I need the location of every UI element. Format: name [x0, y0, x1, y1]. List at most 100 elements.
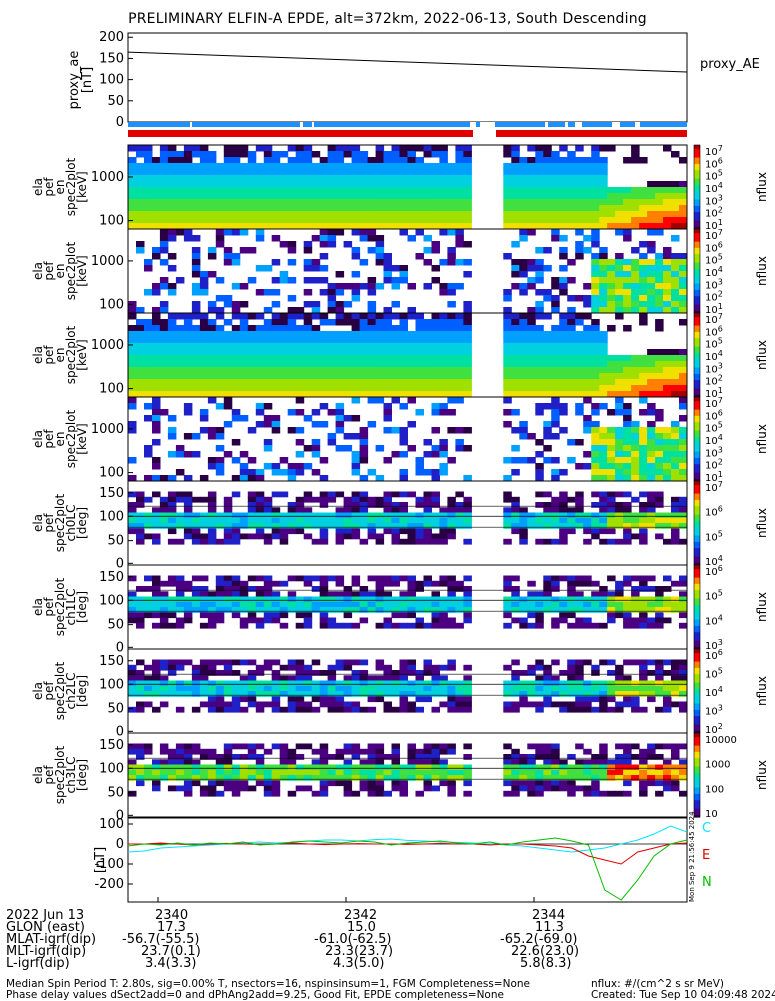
spectrogram-cell [607, 790, 616, 797]
spectrogram-cell [231, 205, 241, 212]
spectrogram-cell [215, 433, 225, 440]
spectrogram-cell [463, 596, 472, 603]
spectrogram-cell [447, 680, 456, 687]
spectrogram-cell [287, 343, 297, 350]
spectrogram-cell [431, 785, 440, 792]
spectrogram-cell [399, 507, 408, 514]
spectrogram-cell [215, 463, 225, 470]
spectrogram-cell [136, 337, 145, 344]
spectrogram-cell [631, 271, 640, 278]
colorbar-segment [694, 678, 700, 682]
colorbar-segment [694, 550, 700, 553]
spectrogram-cell [591, 691, 600, 697]
spectrogram-cell [367, 748, 377, 755]
colorbar-segment [694, 388, 700, 392]
spectrogram-cell [383, 367, 392, 374]
spectrogram-cell [503, 575, 512, 582]
spectrogram-cell [535, 469, 544, 476]
spectrogram-cell [463, 575, 472, 582]
spectrogram-cell [559, 596, 568, 603]
spectrogram-cell [351, 331, 361, 338]
proxy-ae-series-line [127, 51, 688, 73]
spectrogram-cell [335, 187, 345, 194]
spectrogram-cell [167, 175, 177, 182]
spectrogram-cell [407, 538, 416, 545]
proxy-ae-ytick-label: 150 [99, 51, 124, 66]
spectrogram-cell [375, 596, 385, 603]
spectrogram-cell [607, 433, 616, 440]
spectrogram-cell [639, 586, 648, 592]
spectrogram-cell [215, 193, 225, 200]
spectrogram-cell [503, 223, 512, 230]
spectrogram-cell [575, 409, 584, 416]
spectrogram-cell [279, 319, 289, 326]
spectrogram-cell [631, 151, 640, 158]
spectrogram-cell [423, 199, 432, 206]
spectrogram-cell [599, 181, 608, 188]
spectrogram-cell [511, 659, 520, 666]
spectrogram-cell [239, 523, 249, 529]
spectrogram-cell [535, 607, 544, 613]
spectrogram-cell [575, 367, 584, 374]
spectrogram-cell [511, 367, 520, 374]
spectrogram-cell [527, 355, 536, 362]
spectrogram-cell [615, 491, 624, 498]
spectrogram-cell [399, 675, 408, 682]
spectrogram-cell [215, 764, 225, 771]
spectrogram-cell [351, 659, 361, 666]
spectrogram-cell [399, 591, 408, 598]
spectrogram-cell [655, 496, 664, 503]
spectrogram-cell [455, 193, 464, 200]
spectrogram-cell [575, 439, 584, 446]
colorbar-segment [694, 592, 700, 595]
spectrogram-cell [375, 241, 385, 248]
spectrogram-cell [191, 175, 201, 182]
spectrogram-cell [383, 457, 392, 464]
spectrogram-cell [271, 313, 281, 320]
spectrogram-cell [239, 659, 249, 666]
spectrogram-cell [575, 685, 584, 692]
spectrogram-cell [239, 780, 249, 787]
spectrogram-cell [207, 696, 217, 703]
spectrogram-cell [607, 283, 616, 290]
spectrogram-cell [663, 199, 672, 206]
spectrogram-cell [375, 397, 385, 404]
spectrogram-cell [247, 748, 257, 755]
spectrogram-cell [367, 283, 377, 290]
spectrogram-cell [231, 764, 241, 771]
spectrogram-cell [663, 349, 672, 356]
spectrogram-cell [503, 361, 512, 368]
spectrogram-cell [535, 211, 544, 218]
spectrogram-cell [663, 181, 672, 188]
spectrogram-cell [567, 439, 576, 446]
spectrogram-cell [431, 601, 440, 608]
spectrogram-cell [559, 391, 568, 398]
spectrogram-cell [399, 764, 408, 771]
spectrogram-cell [183, 790, 193, 797]
spectrogram-cell [639, 670, 648, 676]
spectrogram-cell [175, 217, 185, 224]
colorbar-segment [694, 434, 700, 438]
colorbar-segment [694, 201, 700, 205]
orbit-value: 5.8(8.3) [520, 956, 572, 971]
spectrogram-frame [127, 732, 688, 818]
spectrogram-cell [559, 601, 568, 608]
colorbar-segment [694, 512, 700, 516]
spectrogram-cell [343, 785, 353, 792]
spectrogram-cell [551, 199, 560, 206]
spectrogram-cell [575, 675, 584, 682]
spectrogram-cell [503, 193, 512, 200]
spectrogram-cell [431, 664, 440, 671]
spectrogram-cell [559, 491, 568, 498]
spectrogram-cell [343, 433, 353, 440]
spectrogram-cell [535, 343, 544, 350]
spectrogram-cell [144, 691, 153, 697]
spectrogram-cell [399, 277, 408, 284]
spectrogram-cell [623, 502, 632, 508]
spectrogram-cell [223, 181, 233, 188]
spectrogram-cell [399, 575, 408, 582]
spectrogram-cell [207, 397, 217, 404]
spectrogram-cell [511, 469, 520, 476]
spectrogram-cell [551, 601, 560, 608]
spectrogram-cell [415, 169, 424, 176]
